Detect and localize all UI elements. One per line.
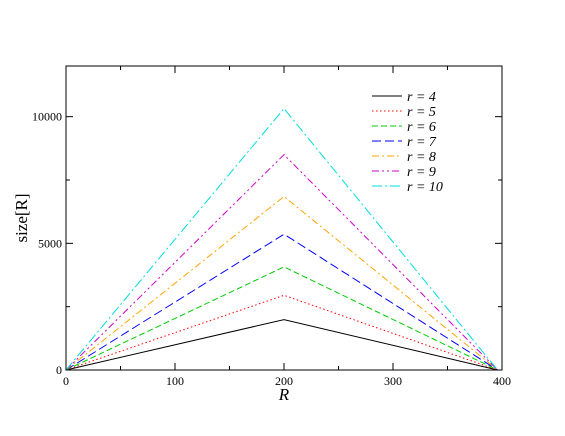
x-axis-title: R (278, 385, 290, 404)
y-tick-label: 5000 (38, 236, 62, 250)
legend-label-r10: r = 10 (407, 180, 443, 195)
plot-frame (65, 65, 503, 371)
x-tick-label: 400 (493, 374, 511, 388)
series-line-r6 (65, 266, 498, 371)
legend-label-r9: r = 9 (407, 165, 436, 180)
ticks-layer: 0 100 200 300 400 0 5000 10000 (32, 66, 511, 388)
legend-label-r5: r = 5 (407, 105, 436, 120)
series-line-r4 (65, 319, 498, 371)
x-tick-label: 100 (166, 374, 184, 388)
series-line-r8 (65, 195, 498, 371)
legend-label-r6: r = 6 (407, 120, 436, 135)
series-line-r7 (65, 233, 498, 371)
series-line-r5 (65, 294, 498, 371)
series-line-r9 (65, 153, 498, 371)
series-line-r10 (65, 107, 498, 371)
legend-label-r7: r = 7 (407, 135, 437, 150)
x-tick-label: 0 (63, 374, 69, 388)
y-axis-title: size[R] (12, 193, 31, 242)
legend-label-r4: r = 4 (407, 90, 436, 105)
y-tick-label: 10000 (32, 110, 62, 124)
y-tick-label: 0 (56, 363, 62, 377)
legend-label-r8: r = 8 (407, 150, 436, 165)
x-tick-label: 300 (384, 374, 402, 388)
series-layer (65, 107, 498, 371)
legend: r = 4r = 5r = 6r = 7r = 8r = 9r = 10 (372, 90, 443, 195)
x-tick-label: 200 (275, 374, 293, 388)
